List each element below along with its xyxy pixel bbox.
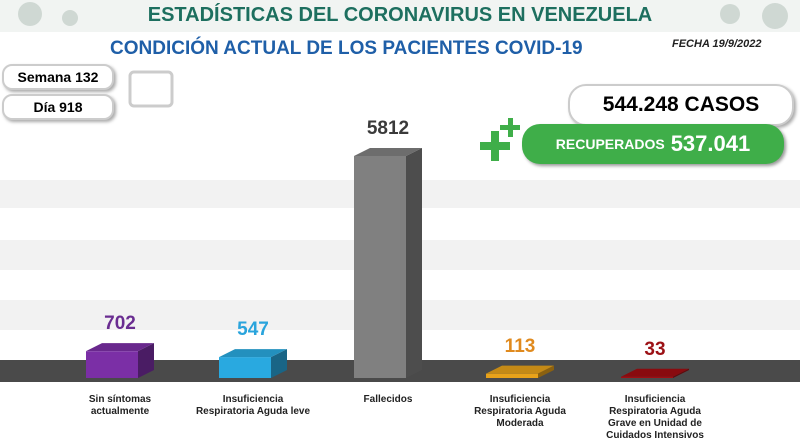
bar xyxy=(86,343,154,378)
date: FECHA 19/9/2022 xyxy=(672,38,762,50)
bar xyxy=(219,349,287,378)
bar xyxy=(486,365,554,378)
bar-top xyxy=(486,365,554,374)
category-label: Fallecidos xyxy=(363,394,413,405)
calendar-icon xyxy=(128,70,174,108)
bar-side xyxy=(406,148,422,378)
value-label: 5812 xyxy=(366,118,410,139)
subtitle: CONDICIÓN ACTUAL DE LOS PACIENTES COVID-… xyxy=(110,38,583,59)
value-label: 547 xyxy=(237,319,269,341)
recovered-pill: RECUPERADOS 537.041 xyxy=(522,124,784,164)
value-label: 33 xyxy=(644,338,666,360)
week-pill: Semana 132 xyxy=(2,64,114,90)
bar-top xyxy=(621,368,689,377)
bar-front xyxy=(86,351,138,378)
virus-icons xyxy=(18,2,788,29)
bar-front xyxy=(621,376,673,378)
category-label: Insuficiencia Respiratoria Aguda Moderad… xyxy=(474,394,566,429)
bar-front xyxy=(219,357,271,378)
category-label: Insuficiencia Respiratoria Aguda leve xyxy=(195,394,311,417)
value-label: 702 xyxy=(104,313,136,335)
recovered-label: RECUPERADOS xyxy=(555,136,665,152)
day-pill: Día 918 xyxy=(2,94,114,120)
bar xyxy=(621,368,689,378)
category-label: Sin síntomas actualmente xyxy=(88,394,152,417)
title: ESTADÍSTICAS DEL CORONAVIRUS EN VENEZUEL… xyxy=(147,4,653,26)
plus-icon xyxy=(480,118,520,161)
bar-front xyxy=(354,156,406,378)
bar xyxy=(354,148,422,378)
bar-side xyxy=(538,365,554,378)
bar-side xyxy=(138,343,154,378)
header-band xyxy=(0,0,800,32)
bar-top xyxy=(219,349,287,358)
value-label: 113 xyxy=(504,335,536,357)
bar-top xyxy=(354,148,422,156)
bar-front xyxy=(486,373,538,378)
category-label: Insuficiencia Respiratoria Aguda Grave e… xyxy=(606,394,704,441)
bar-side xyxy=(271,349,287,378)
cases-pill: 544.248 CASOS xyxy=(568,84,794,126)
recovered-value: 537.041 xyxy=(670,131,751,156)
bar-top xyxy=(86,343,154,352)
bar-side xyxy=(673,368,689,378)
